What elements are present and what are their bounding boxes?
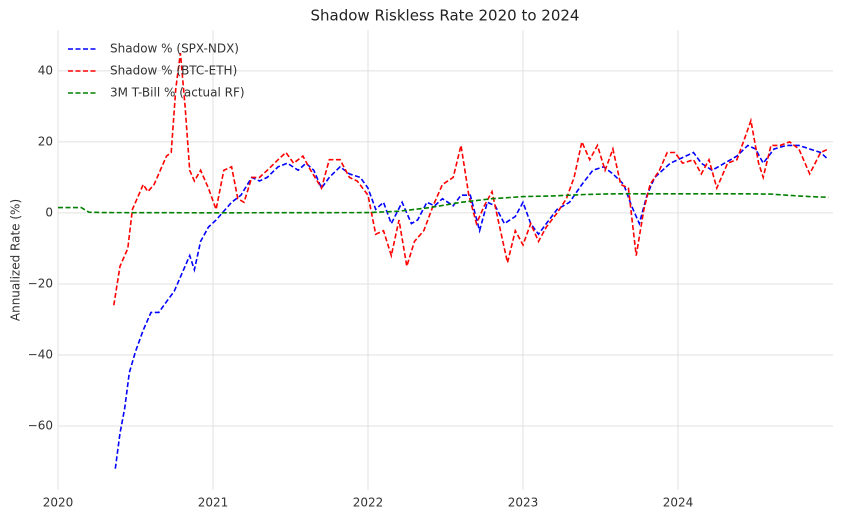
y-tick-label: 20 (38, 134, 53, 148)
y-tick-label: 40 (38, 63, 53, 77)
x-tick-label: 2024 (663, 496, 694, 510)
y-axis-label: Annualized Rate (%) (9, 199, 23, 321)
data-line (113, 52, 829, 306)
y-tick-label: −20 (28, 276, 53, 290)
legend-label: 3M T-Bill % (actual RF) (110, 86, 245, 100)
y-tick-label: −60 (28, 419, 53, 433)
y-tick-label: 0 (45, 205, 53, 219)
legend-label: Shadow % (BTC-ETH) (110, 64, 237, 78)
data-line (58, 193, 829, 214)
x-tick-label: 2022 (353, 496, 384, 510)
chart-title: Shadow Riskless Rate 2020 to 2024 (311, 7, 580, 25)
data-line (114, 144, 829, 469)
y-tick-label: −40 (28, 348, 53, 362)
x-tick-label: 2023 (508, 496, 539, 510)
x-tick-label: 2021 (198, 496, 229, 510)
x-tick-label: 2020 (43, 496, 74, 510)
legend-label: Shadow % (SPX-NDX) (110, 42, 239, 56)
